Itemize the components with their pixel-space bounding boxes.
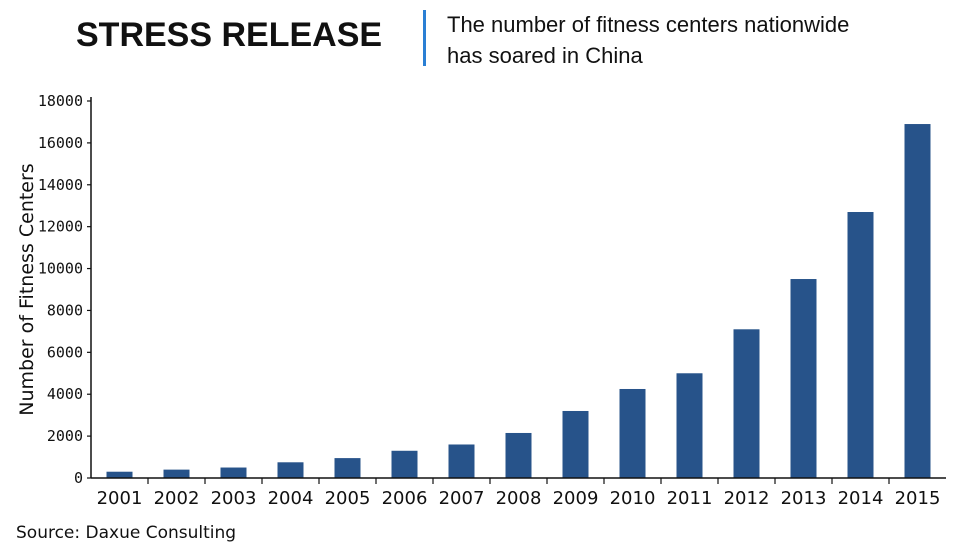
title-divider — [423, 10, 426, 66]
y-tick-label: 18000 — [38, 92, 83, 110]
chart-subtitle: The number of fitness centers nationwide… — [447, 9, 927, 71]
bar-2010 — [619, 388, 646, 478]
y-tick-label: 12000 — [38, 218, 83, 236]
x-tick-label: 2011 — [667, 488, 713, 509]
y-tick-label: 10000 — [38, 260, 83, 278]
x-tick-label: 2014 — [838, 488, 884, 509]
bar-2008 — [505, 432, 532, 478]
bar-2007 — [448, 444, 475, 478]
x-tick-label: 2007 — [439, 488, 485, 509]
x-axis-ticks: 2001 2002 2003 2004 2005 2006 2007 2008 2009 2010… — [97, 478, 941, 509]
bar-2012 — [733, 329, 760, 478]
x-tick-label: 2006 — [382, 488, 428, 509]
x-tick-label: 2005 — [325, 488, 371, 509]
y-tick-label: 14000 — [38, 176, 83, 194]
x-tick-label: 2004 — [268, 488, 314, 509]
y-axis-label: Number of Fitness Centers — [16, 163, 38, 415]
subtitle-line-2: has soared in China — [447, 43, 643, 68]
x-tick-label: 2009 — [553, 488, 599, 509]
x-tick-label: 2002 — [154, 488, 200, 509]
bar-chart: 0 2000 4000 6000 8000 10000 12000 14000 16000 180… — [16, 92, 946, 509]
y-axis-ticks: 0 2000 4000 6000 8000 10000 12000 14000 16000 180… — [38, 92, 91, 487]
bar-2001 — [106, 471, 133, 478]
bar-2003 — [220, 467, 247, 478]
bars — [106, 124, 931, 479]
bar-2013 — [790, 279, 817, 478]
y-tick-label: 2000 — [47, 427, 83, 445]
x-tick-label: 2003 — [211, 488, 257, 509]
x-tick-label: 2008 — [496, 488, 542, 509]
x-tick-label: 2001 — [97, 488, 143, 509]
y-tick-label: 6000 — [47, 343, 83, 361]
y-tick-label: 8000 — [47, 301, 83, 319]
x-tick-label: 2012 — [724, 488, 770, 509]
y-tick-label: 16000 — [38, 134, 83, 152]
x-tick-label: 2015 — [895, 488, 941, 509]
x-tick-label: 2013 — [781, 488, 827, 509]
bar-2014 — [847, 212, 874, 478]
bar-2005 — [334, 458, 361, 478]
y-tick-label: 0 — [74, 469, 83, 487]
source-note: Source: Daxue Consulting — [16, 523, 237, 543]
bar-2015 — [904, 124, 931, 479]
bar-2002 — [163, 469, 190, 478]
bar-2004 — [277, 462, 304, 478]
bar-2009 — [562, 410, 589, 478]
bar-2006 — [391, 450, 418, 478]
subtitle-line-1: The number of fitness centers nationwide — [447, 12, 850, 37]
chart-title: STRESS RELEASE — [76, 16, 383, 54]
bar-2011 — [676, 373, 703, 478]
x-tick-label: 2010 — [610, 488, 656, 509]
y-tick-label: 4000 — [47, 385, 83, 403]
